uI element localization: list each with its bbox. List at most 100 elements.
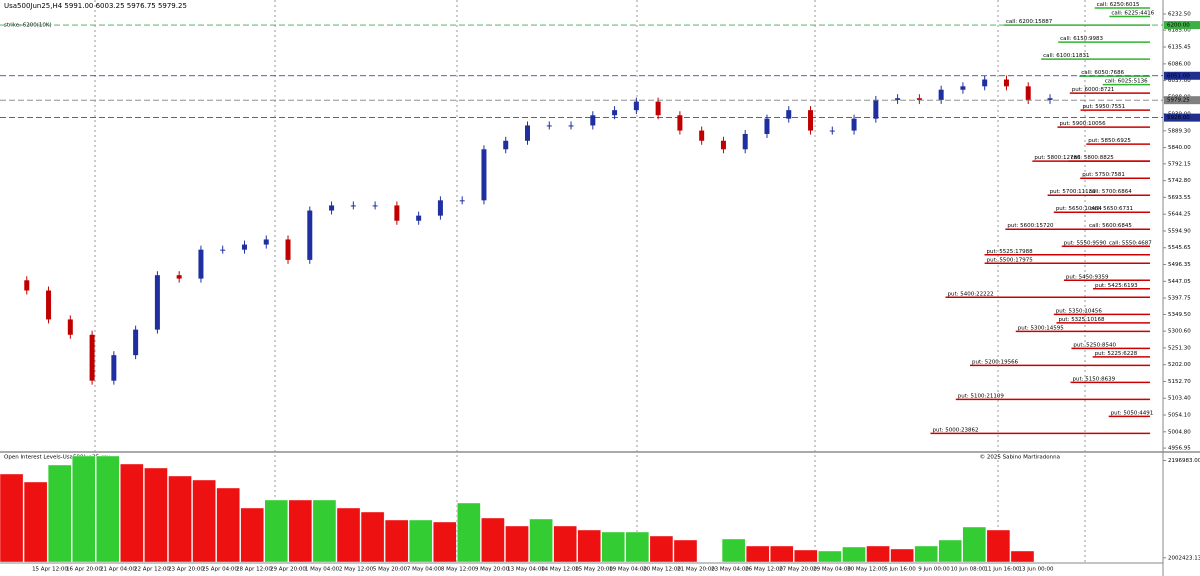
- oi-level-label: put: 5325:10168: [1058, 317, 1105, 323]
- oi-bar: [818, 550, 842, 563]
- oi-bar: [481, 517, 505, 563]
- oi-bar: [144, 467, 168, 563]
- candle: [350, 205, 356, 207]
- candle: [851, 118, 857, 131]
- candle: [895, 98, 901, 100]
- candle: [720, 140, 726, 150]
- oi-level-label: put: 5850:6925: [1088, 138, 1131, 144]
- y-tick-label: 6037.00: [1168, 78, 1191, 84]
- oi-level-label: call: 6225:4416: [1111, 11, 1154, 17]
- time-label: 20 May 12:00: [643, 567, 681, 573]
- oi-bar: [673, 539, 698, 563]
- candle: [938, 89, 944, 100]
- oi-bar: [360, 511, 385, 563]
- time-label: 8 May 12:00: [441, 567, 476, 573]
- time-label: 22 Apr 12:00: [134, 567, 170, 573]
- candle: [176, 275, 182, 279]
- oi-level-label: put: 5950:7551: [1083, 104, 1126, 110]
- strike-label: strike: 6200(10K): [4, 23, 52, 29]
- candle: [459, 200, 465, 202]
- oi-bar: [529, 518, 553, 563]
- y-tick-label: 5840.00: [1168, 145, 1191, 151]
- oi-level-label: put: 5600:15720: [1007, 223, 1054, 229]
- oi-bar: [384, 519, 409, 563]
- price-box-label: 6200.00: [1167, 23, 1190, 29]
- oi-level-label: put: 5700:11130: [1050, 189, 1097, 195]
- oi-bar: [914, 545, 938, 563]
- time-label: 29 May 04:00: [813, 567, 851, 573]
- time-label: 21 Apr 04:00: [100, 567, 136, 573]
- y-tick-label: 5349.50: [1168, 312, 1191, 318]
- y-tick-label: 5300.60: [1168, 329, 1191, 335]
- vertical-separators: [94, 0, 1086, 563]
- time-label: 19 May 04:00: [609, 567, 647, 573]
- y-tick-label: 5447.05: [1168, 279, 1191, 285]
- oi-level-label: put: 6000:8721: [1072, 87, 1115, 93]
- time-label: 10 Jun 08:00: [951, 567, 986, 573]
- oi-level-label: call: 5600:6845: [1089, 223, 1132, 229]
- candle: [416, 215, 422, 221]
- candle: [808, 110, 814, 131]
- time-label: 15 Apr 12:00: [32, 567, 68, 573]
- oi-level-label: put: 5525:17988: [987, 249, 1034, 255]
- oi-bar: [47, 464, 72, 563]
- candle: [677, 115, 683, 131]
- oi-bar: [938, 539, 962, 563]
- oi-bar: [23, 481, 48, 563]
- candle: [1025, 86, 1031, 100]
- candle: [307, 210, 313, 260]
- candle: [329, 205, 335, 211]
- candle: [764, 118, 770, 134]
- candle: [241, 244, 247, 250]
- time-label: 26 May 12:00: [745, 567, 783, 573]
- oi-level-label: put: 5050:4491: [1111, 410, 1154, 416]
- time-label: 21 May 20:00: [677, 567, 715, 573]
- oi-level-label: call: 6025:5136: [1105, 79, 1148, 85]
- oi-bar: [240, 507, 264, 563]
- oi-bar: [1010, 550, 1035, 563]
- y-tick-label: 5545.65: [1168, 245, 1191, 251]
- oi-bar: [842, 546, 866, 563]
- candle: [67, 319, 73, 335]
- oi-level-label: put: 5350:10456: [1056, 308, 1103, 314]
- oi-bar: [168, 475, 192, 563]
- y-tick-label: 5792.15: [1168, 161, 1191, 167]
- oi-level-label: call: 5700:6864: [1089, 189, 1132, 195]
- oi-bar: [649, 535, 674, 563]
- y-tick-label: 5397.75: [1168, 296, 1191, 302]
- y-tick-label: 5889.30: [1168, 128, 1191, 134]
- time-label: 16 Apr 20:00: [66, 567, 102, 573]
- time-label: 15 May 20:00: [575, 567, 613, 573]
- oi-level-label: put: 5500:17975: [987, 257, 1034, 263]
- y-tick-label: 6185.00: [1168, 28, 1191, 34]
- oi-bar: [264, 499, 289, 563]
- oi-bar: [962, 526, 987, 563]
- y-tick-label: 5742.80: [1168, 178, 1191, 184]
- time-label: 7 May 04:00: [407, 567, 442, 573]
- oi-bar: [505, 525, 529, 563]
- candle: [916, 98, 922, 100]
- y-tick-label: 4956.95: [1168, 446, 1191, 452]
- oi-level-label: put: 5200:19566: [972, 359, 1019, 365]
- candle: [503, 140, 509, 150]
- oi-bar: [770, 545, 794, 563]
- y-tick-label: 5693.55: [1168, 195, 1191, 201]
- y-tick-label: 6135.45: [1168, 45, 1191, 51]
- y-tick-label: 5054.10: [1168, 413, 1191, 419]
- candle: [285, 239, 291, 260]
- candle: [786, 110, 792, 119]
- candle: [46, 290, 52, 320]
- time-label: 25 Apr 04:00: [202, 567, 238, 573]
- candle: [546, 125, 552, 127]
- oi-level-label: put: 5100:21109: [958, 393, 1005, 399]
- candle: [133, 329, 139, 356]
- oi-bar: [288, 499, 313, 563]
- candle: [1047, 98, 1053, 100]
- oi-bar: [601, 531, 626, 563]
- oi-level-label: put: 5900:10056: [1059, 121, 1106, 127]
- y-tick-label: 5496.35: [1168, 262, 1191, 268]
- oi-bar: [553, 525, 577, 563]
- candle: [960, 86, 966, 90]
- oi-level-label: put: 5450:9359: [1066, 274, 1109, 280]
- oi-bar: [120, 463, 144, 563]
